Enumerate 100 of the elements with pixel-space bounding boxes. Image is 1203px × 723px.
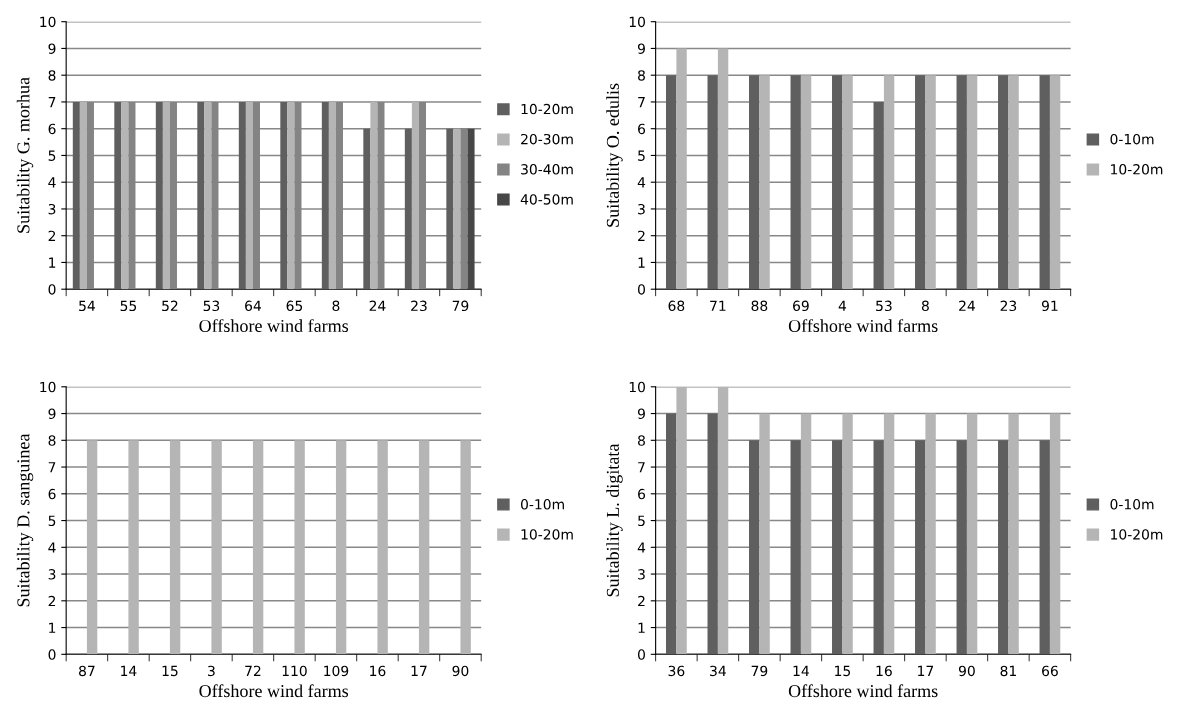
y-tick-label: 9	[48, 408, 56, 420]
x-tick-label: 16	[876, 665, 892, 677]
x-tick-label: 24	[959, 300, 975, 311]
y-tick-label: 0	[48, 649, 56, 660]
x-tick-label: 8	[332, 300, 340, 312]
x-tick-label: 15	[162, 665, 178, 677]
bar	[998, 75, 1009, 290]
x-tick-label: 68	[668, 300, 685, 312]
y-tick-label: 9	[637, 43, 645, 54]
y-tick-label: 6	[48, 488, 56, 500]
x-axis-title: Offshore wind farms	[199, 684, 349, 698]
bar	[1039, 440, 1050, 655]
y-tick-label: 9	[637, 408, 645, 420]
bar	[925, 75, 936, 290]
bar	[1008, 413, 1019, 655]
bar	[800, 75, 812, 290]
x-tick-label: 36	[668, 665, 685, 677]
x-tick-label: 14	[121, 665, 137, 676]
x-tick-label: 81	[1000, 665, 1016, 677]
y-tick-label: 6	[638, 123, 646, 135]
legend-label: 0-10m	[1110, 499, 1154, 510]
y-tick-label: 10	[40, 16, 56, 28]
bar	[915, 75, 926, 290]
x-tick-label: 55	[120, 300, 137, 312]
bar	[832, 75, 843, 290]
x-tick-label: 109	[324, 665, 349, 677]
x-tick-label: 17	[918, 665, 934, 676]
y-tick-label: 2	[48, 595, 56, 607]
bar	[883, 75, 895, 290]
legend-label: 10-20m	[1111, 164, 1163, 175]
y-tick-label: 7	[638, 462, 645, 473]
x-tick-label: 53	[203, 300, 220, 312]
x-tick-label: 52	[162, 300, 178, 312]
x-tick-label: 24	[369, 300, 386, 311]
x-tick-label: 23	[411, 300, 427, 312]
x-tick-label: 110	[282, 665, 307, 677]
y-axis-title: Suitability G. morhua	[16, 77, 34, 233]
legend-label: 30-40m	[521, 164, 573, 175]
bar	[832, 440, 843, 655]
legend-label: 10-20m	[1111, 529, 1163, 540]
x-tick-label: 71	[710, 300, 726, 311]
bar	[717, 386, 729, 655]
y-tick-label: 1	[638, 622, 645, 633]
x-tick-label: 79	[751, 665, 768, 677]
bar	[956, 75, 967, 290]
legend-label: 20-30m	[521, 133, 573, 145]
y-tick-label: 3	[48, 569, 56, 580]
y-tick-label: 3	[48, 203, 56, 215]
bar	[800, 413, 812, 655]
y-tick-label: 8	[48, 70, 56, 81]
y-tick-label: 0	[48, 284, 56, 295]
y-tick-label: 6	[48, 123, 56, 135]
bar	[883, 413, 895, 655]
bar	[676, 48, 687, 290]
x-tick-label: 3	[208, 665, 215, 677]
x-axis-title: Offshore wind farms	[788, 684, 938, 698]
y-tick-label: 0	[637, 649, 645, 660]
bar	[749, 440, 760, 655]
y-tick-label: 4	[637, 542, 646, 553]
y-tick-label: 2	[638, 595, 645, 607]
x-tick-label: 54	[79, 300, 95, 312]
x-tick-label: 17	[411, 665, 427, 676]
x-tick-label: 66	[1042, 665, 1058, 677]
bar	[790, 75, 801, 290]
y-tick-label: 4	[637, 177, 646, 188]
x-tick-label: 65	[286, 300, 303, 312]
x-tick-label: 87	[79, 665, 95, 677]
y-tick-label: 10	[629, 381, 645, 393]
y-tick-label: 2	[48, 230, 56, 241]
y-tick-label: 5	[638, 150, 645, 161]
x-tick-label: 14	[793, 665, 809, 676]
bar	[1039, 75, 1050, 290]
bar	[759, 413, 770, 655]
bar	[1049, 413, 1061, 655]
x-tick-label: 53	[876, 300, 892, 312]
bar	[676, 386, 687, 655]
y-tick-label: 1	[638, 257, 645, 268]
y-tick-label: 8	[638, 70, 645, 81]
bar	[915, 440, 926, 655]
y-tick-label: 8	[638, 435, 645, 446]
y-axis-title: Suitability L. digitata	[606, 443, 623, 597]
bar	[1049, 75, 1061, 290]
y-tick-label: 3	[638, 203, 645, 215]
y-tick-label: 2	[638, 230, 645, 241]
bar	[666, 413, 677, 655]
y-tick-label: 7	[638, 97, 645, 108]
y-tick-label: 3	[638, 569, 645, 580]
y-tick-label: 4	[48, 177, 56, 188]
bar	[707, 75, 718, 290]
y-tick-label: 7	[48, 97, 56, 108]
y-tick-label: 10	[629, 16, 645, 28]
bar	[925, 413, 936, 655]
bar	[873, 440, 884, 655]
legend-label: 10-20m	[521, 103, 573, 115]
y-tick-label: 9	[48, 43, 56, 54]
y-tick-label: 5	[48, 150, 56, 161]
y-tick-label: 5	[638, 515, 645, 527]
y-axis-title: Suitability O. edulis	[606, 83, 623, 227]
x-tick-label: 64	[245, 300, 261, 312]
bar	[749, 75, 760, 290]
